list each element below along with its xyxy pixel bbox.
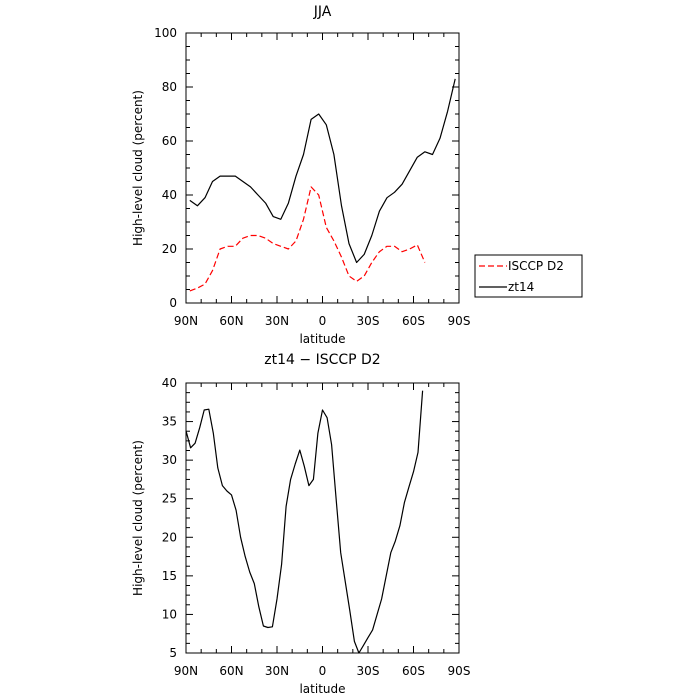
y-tick-label: 40: [162, 188, 177, 202]
x-tick-label: 90S: [448, 664, 471, 678]
y-tick-label: 20: [162, 530, 177, 544]
legend-entry: ISCCP D2: [508, 259, 564, 273]
x-tick-label: 30N: [265, 314, 289, 328]
plot-frame: [185, 32, 460, 304]
series-line-zt14: [189, 78, 456, 264]
x-tick-label: 30S: [357, 314, 380, 328]
series-line: [185, 390, 424, 654]
y-tick-label: 15: [162, 569, 177, 583]
legend-entry: zt14: [508, 280, 534, 294]
difference-panel: zt14 − ISCCP D2 90N 60N 30N 0 30S 60S 90S 5 10 15 2…: [131, 352, 470, 696]
x-tick-label: 90S: [448, 314, 471, 328]
y-tick-label: 35: [162, 415, 177, 429]
x-tick-label: 90N: [174, 314, 198, 328]
y-axis-label: High-level cloud (percent): [131, 90, 145, 246]
y-tick-label: 20: [162, 242, 177, 256]
plot-frame: [185, 382, 460, 654]
series-line-isccp-d2: [189, 186, 426, 292]
x-tick-label: 0: [319, 664, 327, 678]
x-tick-label: 60N: [219, 314, 243, 328]
y-tick-label: 25: [162, 492, 177, 506]
y-axis-label: High-level cloud (percent): [131, 440, 145, 596]
y-tick-label: 80: [162, 80, 177, 94]
x-tick-label: 60S: [402, 314, 425, 328]
x-axis-label: latitude: [299, 682, 345, 696]
legend: ISCCP D2 zt14: [474, 254, 583, 298]
x-tick-label: 90N: [174, 664, 198, 678]
chart-title: zt14 − ISCCP D2: [264, 352, 380, 368]
x-tick-label: 30N: [265, 664, 289, 678]
x-tick-label: 0: [319, 314, 327, 328]
legend-box: [474, 254, 583, 298]
y-tick-label: 5: [169, 646, 177, 660]
y-tick-label: 100: [154, 26, 177, 40]
y-tick-label: 30: [162, 453, 177, 467]
y-tick-label: 10: [162, 607, 177, 621]
x-axis-label: latitude: [299, 332, 345, 346]
x-tick-label: 60N: [219, 664, 243, 678]
y-tick-label: 60: [162, 134, 177, 148]
x-tick-label: 60S: [402, 664, 425, 678]
x-tick-label: 30S: [357, 664, 380, 678]
chart-title: JJA: [313, 4, 332, 20]
jja-cloud-panel: JJA 90N 60N 30N 0 30S 60S 90S 0 20 40 60 80 100 latitu…: [131, 4, 470, 346]
y-tick-label: 40: [162, 376, 177, 390]
y-tick-label: 0: [169, 296, 177, 310]
